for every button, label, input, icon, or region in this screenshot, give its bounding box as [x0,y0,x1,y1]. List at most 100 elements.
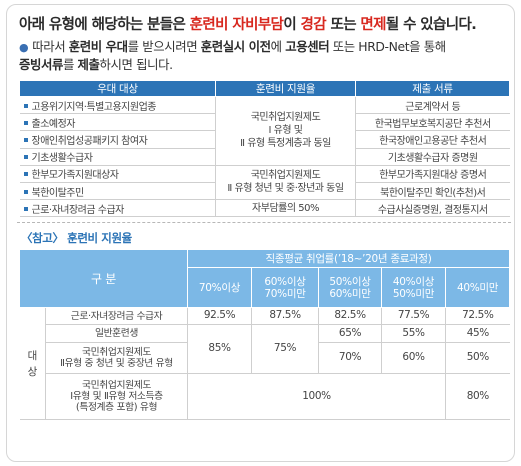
target-cell: 기초생활수급자 [19,147,216,166]
rate-line: Ⅱ 유형 청년 및 중·장년과 동일 [227,183,344,195]
section-divider [17,222,511,223]
target-group-char: 상 [27,365,38,378]
header-col-4: 40%이상 50%미만 [381,267,446,308]
rate-value-merged: 85% [187,324,252,374]
target-group-char: 대 [27,349,38,362]
row-label: 근로·자녀장려금 수급자 [45,307,188,325]
target-cell: 한부모가족지원대상자 [19,164,216,183]
row-label: 일반훈련생 [45,324,188,343]
headline-highlight-exempt: 면제 [360,17,386,33]
notice-segment: 를 [63,57,78,72]
header-line: 70%미만 [264,287,306,300]
reference-title: 〈참고〉 훈련비 지원율 [21,231,132,245]
rate-value: 50% [444,342,510,374]
header-line: 50%이상 [329,275,371,288]
square-bullet-icon [23,137,28,142]
square-bullet-icon [23,189,28,194]
training-support-rate-table: 구 분 직종평균 취업률(’18~’20년 종료과정) 70%이상 60%이상 7… [19,249,511,420]
target-label: 기초생활수급자 [31,153,93,165]
rate-value: 72.5% [444,307,510,325]
rate-cell: 자부담률의 50% [215,199,356,218]
header-documents: 제출 서류 [355,80,510,97]
target-label: 고용위기지역·특별고용지원업종 [31,101,157,113]
header-line: 50%미만 [392,287,435,300]
row-label-line: 국민취업지원제도 [82,347,151,358]
header-col-1: 70%이상 [187,267,252,308]
notice-bold: 고용센터 [285,39,330,54]
rate-value: 70% [318,342,382,374]
bullet-dot-icon: ● [19,41,29,54]
rate-value: 80% [444,373,510,420]
target-cell: 북한이탈주민 [19,181,216,201]
headline-text: 또는 [326,17,361,33]
header-rate: 훈련비 지원율 [215,80,356,97]
rate-value: 45% [444,324,510,343]
target-label: 출소예정자 [31,118,76,130]
target-cell: 장애인취업성공패키지 참여자 [19,130,216,149]
row-label-line: Ⅰ유형 및 Ⅱ유형 저소득층 [70,391,163,402]
header-gubun: 구 분 [19,249,188,308]
header-target: 우대 대상 [19,80,216,97]
square-bullet-icon [23,155,28,160]
rate-value-merged: 100% [187,373,446,420]
header-col-3: 50%이상 60%미만 [318,267,382,308]
headline-highlight-cost: 훈련비 자비부담 [189,17,284,33]
document-cell: 한부모가족지원대상 증명서 [355,164,510,183]
headline-text: 될 수 있습니다. [385,17,477,33]
notice-segment: 따라서 [32,39,69,54]
rate-line: 국민취업지원제도 [250,112,321,124]
square-bullet-icon [23,120,28,125]
square-bullet-icon [23,172,28,177]
rate-line: Ⅱ 유형 특정계층과 동일 [240,138,331,150]
rate-value: 65% [318,324,382,343]
rate-value: 87.5% [251,307,319,325]
square-bullet-icon [23,103,28,108]
target-cell: 고용위기지역·특별고용지원업종 [19,95,216,115]
headline: 아래 유형에 해당하는 분들은 훈련비 자비부담이 경감 또는 면제될 수 있습… [19,13,477,34]
header-employment-rate: 직종평균 취업률(’18~’20년 종료과정) [186,249,511,268]
row-label: 국민취업지원제도 Ⅰ유형 및 Ⅱ유형 저소득층 (특정계층 포함) 유형 [45,373,188,420]
rate-value: 60% [381,342,446,374]
rate-value: 55% [381,324,446,343]
headline-text: 이 [283,17,301,33]
rate-value: 77.5% [381,307,446,325]
notice-text: ● 따라서 훈련비 우대를 받으시려면 훈련실시 이전에 고용센터 또는 HRD-… [19,38,509,73]
header-col-5: 40%미만 [444,267,511,308]
header-line: 70%이상 [198,281,241,294]
header-line: 60%이상 [264,275,306,288]
target-cell: 출소예정자 [19,113,216,132]
document-cell: 근로계약서 등 [355,95,510,115]
document-cell: 북한이탈주민 확인(추천)서 [355,181,510,201]
header-line: 40%이상 [392,275,435,288]
notice-bold: 증빙서류 [19,57,63,72]
preferential-support-table: 우대 대상 훈련비 지원율 제출 서류 고용위기지역·특별고용지원업종 국민취업… [19,80,510,218]
rate-value-merged: 75% [251,324,319,374]
notice-bold: 훈련비 우대 [68,39,128,54]
target-label: 근로·자녀장려금 수급자 [31,204,125,216]
rate-value: 82.5% [318,307,382,325]
notice-bold: 훈련실시 이전 [200,39,271,54]
header-col-2: 60%이상 70%미만 [251,267,319,308]
document-cell: 수급사실증명원, 결정통지서 [355,199,510,218]
header-line: 40%미만 [456,281,499,294]
notice-segment: 를 받으시려면 [127,39,201,54]
rate-line: 국민취업지원제도 [250,170,321,182]
target-label: 한부모가족지원대상자 [31,170,120,182]
notice-segment: 하시면 됩니다. [99,57,173,72]
target-label: 장애인취업성공패키지 참여자 [31,135,148,147]
document-cell: 한국장애인고용공단 추천서 [355,130,510,149]
notice-segment: 에 [270,39,286,54]
headline-text: 아래 유형에 해당하는 분들은 [19,17,190,33]
document-cell: 기초생활수급자 증명원 [355,147,510,166]
row-label: 국민취업지원제도 Ⅱ유형 중 청년 및 중장년 유형 [45,342,188,374]
document-cell: 한국법무보호복지공단 추천서 [355,113,510,132]
notice-segment: 또는 HRD-Net을 통해 [329,39,446,54]
target-label: 북한이탈주민 [31,187,85,199]
info-card: 아래 유형에 해당하는 분들은 훈련비 자비부담이 경감 또는 면제될 수 있습… [6,4,515,462]
rate-value: 92.5% [187,307,252,325]
row-label-line: 국민취업지원제도 [82,380,151,391]
rate-cell: 국민취업지원제도 Ⅱ 유형 청년 및 중·장년과 동일 [215,164,356,201]
notice-bold: 제출 [77,57,100,72]
